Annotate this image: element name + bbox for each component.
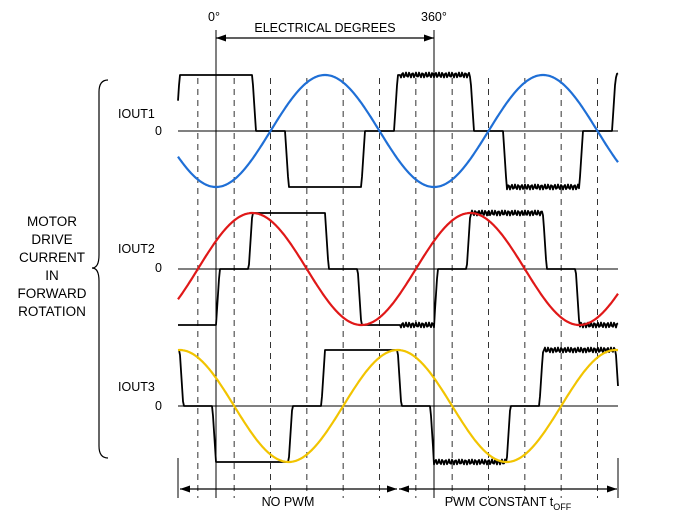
channel-name-label: IOUT2 (118, 242, 155, 256)
sine-reference-waveform (177, 348, 619, 464)
sine-reference-waveform (177, 73, 619, 189)
channel-zero-label: 0 (155, 124, 162, 138)
channel-zero-label: 0 (155, 261, 162, 275)
no-pwm-label: NO PWM (262, 495, 315, 509)
channel-name-label: IOUT3 (118, 380, 155, 394)
side-label-line: IN (45, 268, 59, 283)
channel-name-label: IOUT1 (118, 107, 155, 121)
electrical-degrees-label: ELECTRICAL DEGREES (254, 21, 395, 35)
side-label-line: FORWARD (18, 286, 87, 301)
pwm-span-arrow (399, 485, 617, 493)
grid-lines (177, 30, 619, 498)
pwm-constant-toff-label: PWM CONSTANT tOFF (445, 495, 572, 512)
channel-zero-label: 0 (155, 399, 162, 413)
side-brace (91, 79, 109, 459)
step-current-waveform (177, 71, 619, 191)
waveforms (177, 71, 619, 466)
side-label-line: ROTATION (18, 304, 86, 319)
electrical-degrees-arrow (216, 34, 434, 42)
start-degree-label: 0° (208, 10, 220, 24)
pwm-label-subscript: OFF (553, 502, 571, 512)
side-label: MOTOR DRIVE CURRENT IN FORWARD ROTATION (18, 214, 87, 319)
pwm-label-main: PWM CONSTANT t (445, 495, 554, 509)
side-label-line: MOTOR (27, 214, 77, 229)
step-current-waveform (178, 209, 619, 329)
no-pwm-span-arrow (180, 485, 397, 493)
step-current-waveform (178, 346, 619, 466)
side-label-line: CURRENT (19, 250, 85, 265)
side-label-line: DRIVE (31, 232, 72, 247)
end-degree-label: 360° (421, 10, 447, 24)
sine-reference-waveform (177, 211, 619, 327)
